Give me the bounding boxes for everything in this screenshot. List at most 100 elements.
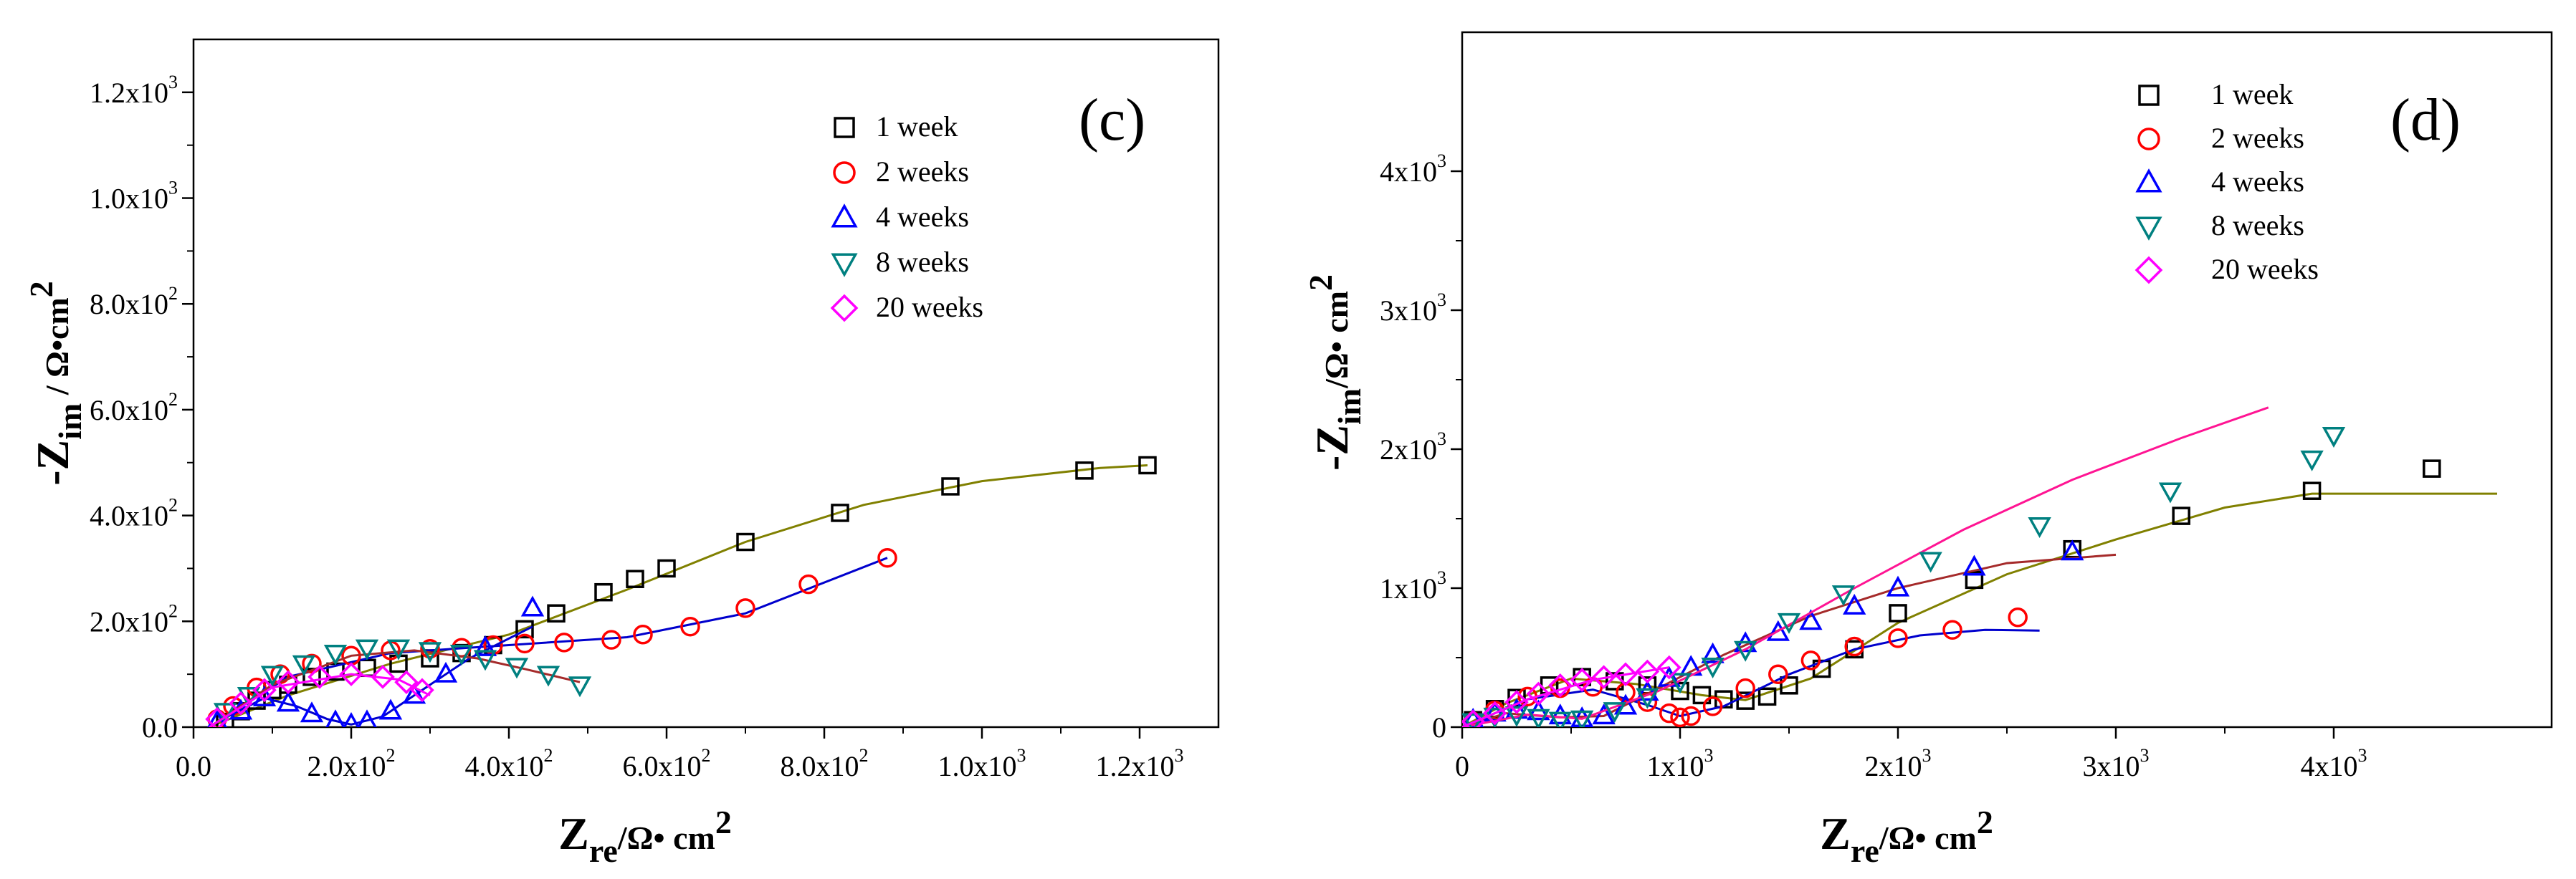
panel-c-series-1-point <box>547 604 566 623</box>
panel-c-x-tick-text: 1.0x10 <box>938 750 1017 782</box>
panel-c-legend-marker <box>834 117 855 138</box>
panel-c-series-4-point <box>536 666 560 687</box>
panel-d-series-2-point <box>1659 703 1679 724</box>
panel-c-y-tick-label: 4.0x102 <box>90 495 178 532</box>
panel-c-series-2-fit-line <box>209 557 888 727</box>
panel-d-legend-marker <box>2137 128 2160 150</box>
panel-d-series-2-point <box>1800 650 1821 671</box>
panel-c-series-4-point <box>386 639 411 661</box>
panel-c-series-2-point <box>633 625 653 645</box>
panel-c-y-tick-label: 2.0x102 <box>90 600 178 638</box>
panel-c-series-3-point <box>520 595 545 617</box>
panel-d-y-tick-exp: 3 <box>1437 567 1446 588</box>
panel-c-data <box>205 456 1157 727</box>
panel-c-series-1-point <box>941 477 960 496</box>
panel-d-series-4-point <box>1668 673 1692 694</box>
panel-d-series-1-point <box>2172 506 2190 525</box>
panel-d-legend-marker <box>2138 85 2160 106</box>
panel-d-y-title-exp: 2 <box>1302 274 1339 291</box>
panel-d-x-tick-text: 1x10 <box>1647 750 1704 782</box>
panel-c-series-1-point <box>657 559 676 578</box>
panel-d-series-3-point <box>1701 642 1725 663</box>
panel-d-series-3-point <box>1592 703 1616 725</box>
panel-d-series-5-point <box>1657 655 1681 680</box>
panel-c-series-3-point <box>300 701 324 723</box>
panel-d-series-4-point <box>1603 702 1626 724</box>
panel-d-series-4-point <box>1701 657 1725 678</box>
panel-c-x-title-main: Z <box>558 808 589 859</box>
panel-d-x-tick-exp: 3 <box>1922 745 1932 766</box>
panel-c-x-tick-label: 6.0x102 <box>623 745 711 782</box>
panel-d-series-4-point <box>2322 426 2346 448</box>
panel-c-x-tick-text: 8.0x10 <box>781 750 859 782</box>
panel-c-y-tick-exp: 2 <box>168 495 178 516</box>
panel-c-series-2-point <box>420 638 440 659</box>
panel-c-series-3-point <box>473 635 497 656</box>
panel-d-x-tick-text: 4x10 <box>2301 750 2358 782</box>
panel-d-series-2-point <box>1681 706 1701 726</box>
panel-d-series-5-point <box>1613 662 1638 687</box>
panel-d-series-1-point <box>1736 691 1755 710</box>
panel-c-y-tick-exp: 2 <box>168 283 178 304</box>
panel-c-series-4 <box>209 639 592 727</box>
panel-c-legend-label: 8 weeks <box>876 246 969 278</box>
panel-d-series-2-point <box>1702 696 1723 716</box>
panel-c-x-title-sub: re <box>589 832 618 869</box>
panel-c-series-5-point <box>276 670 300 695</box>
panel-d-series-2-point <box>1844 636 1864 657</box>
panel-c-series-3-point <box>325 709 345 727</box>
panel-d-x-title-sub: re <box>1851 832 1879 869</box>
panel-d-legend-marker <box>2134 256 2163 284</box>
panel-c-series-1-point <box>736 532 755 552</box>
panel-c-series-3-point <box>343 711 360 727</box>
panel-d-y-tick-label: 2x103 <box>1380 428 1446 466</box>
panel-d-y-tick-label: 1x103 <box>1380 567 1446 605</box>
panel-c-y-tick-exp: 2 <box>168 600 178 621</box>
panel-d-series-3-point <box>1766 620 1790 641</box>
panel-d-series-4-point <box>1777 613 1801 634</box>
panel-d-panel-label: (d) <box>2390 87 2461 153</box>
panel-d-series-2-point <box>1735 678 1755 698</box>
panel-c-y-tick-label: 8.0x102 <box>90 283 178 320</box>
panel-c-x-axis-title: Zre/Ω• cm2 <box>558 804 732 869</box>
panel-d-series-1-point <box>1507 688 1526 708</box>
panel-d-series-1-point <box>1671 681 1689 701</box>
panel-d-legend-marker <box>2135 216 2162 241</box>
panel-d-y-title-unit: /Ω• cm <box>1318 291 1355 389</box>
panel-c-series-4-point <box>449 644 474 666</box>
panel-c-y-tick-label: 0.0 <box>142 711 178 744</box>
panel-c-y-tick-text: 2.0x10 <box>90 605 168 638</box>
panel-d-series-5-point <box>1504 690 1529 714</box>
panel-c-x-title-unit: /Ω• cm <box>617 820 715 856</box>
panel-c-series-3-point <box>357 709 377 727</box>
panel-d-series-1-point <box>1692 686 1712 705</box>
panel-c-x-tick-text: 4.0x10 <box>465 750 544 782</box>
panel-c-series-3-fit-line <box>216 625 533 726</box>
panel-d-x-title-exp: 2 <box>1977 804 1993 840</box>
panel-c-x-tick-text: 6.0x10 <box>623 750 702 782</box>
panel-d-series-3-point <box>1886 575 1910 597</box>
panel-c-series-4-point <box>568 676 592 698</box>
panel-c-series-1-point <box>1075 461 1094 480</box>
panel-c-series-5-point <box>229 691 253 716</box>
panel-d-x-tick-label: 2x103 <box>1865 745 1932 782</box>
panel-c-legend: 1 week 2 weeks 4 weeks 8 weeks 20 weeks <box>830 110 983 323</box>
panel-d-legend-label: 4 weeks <box>2211 165 2304 198</box>
panel-d-series-1-point <box>2423 459 2441 478</box>
panel-d-x-tick-exp: 3 <box>2358 745 2367 766</box>
panel-d-series-5-point <box>1591 665 1616 689</box>
panel-d-series-4-point <box>1734 640 1757 662</box>
panel-d-x-tick-exp: 3 <box>2140 745 2150 766</box>
panel-d-x-tick-text: 0 <box>1455 750 1469 782</box>
panel-c-series-4-point <box>418 642 442 663</box>
panel-c-x-tick-exp: 3 <box>1175 745 1184 766</box>
panel-c-series-3-point <box>378 698 403 720</box>
panel-c-y-tick-text: 8.0x10 <box>90 288 168 320</box>
panel-c-series-4-point <box>505 658 529 679</box>
panel-d-series-3-point <box>2061 539 2084 561</box>
panel-d-series-2-point <box>1942 620 1962 640</box>
panel-d-series-5 <box>1462 655 1681 727</box>
panel-d-legend-label: 2 weeks <box>2211 122 2304 154</box>
panel-c-series-4-point <box>323 644 348 666</box>
panel-c-x-tick-text: 2.0x10 <box>307 750 386 782</box>
